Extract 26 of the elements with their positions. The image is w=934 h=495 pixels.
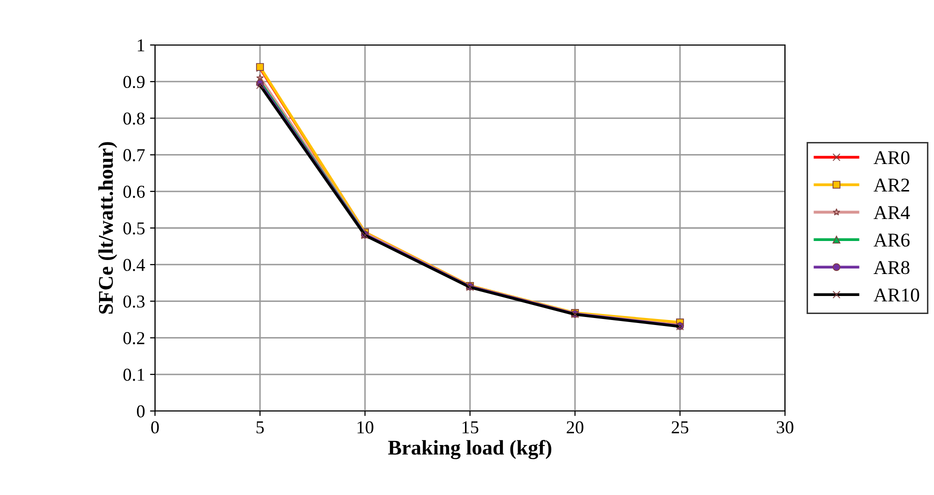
y-axis-title: SFCe (lt/watt.hour) [98, 142, 118, 314]
x-tick-label: 0 [151, 421, 159, 434]
x-tick-label: 5 [256, 421, 264, 434]
y-tick-label: 1 [138, 39, 144, 52]
legend-label: AR2 [874, 178, 910, 192]
x-tick-label: 25 [672, 421, 688, 434]
legend-label: AR0 [874, 151, 910, 164]
y-tick-label: 0.8 [123, 112, 145, 125]
legend-label: AR8 [874, 261, 910, 274]
x-tick-label: 20 [566, 421, 584, 434]
x-axis-title: Braking load (kgf) [388, 440, 552, 460]
legend-label: AR4 [874, 206, 910, 219]
y-tick-label: 0 [136, 405, 145, 418]
y-tick-label: 0.5 [123, 222, 145, 235]
y-tick-label: 0.1 [123, 368, 144, 381]
y-tick-label: 0.4 [123, 258, 145, 272]
y-tick-label: 0.3 [123, 295, 145, 308]
legend-label: AR10 [874, 288, 920, 302]
legend-label: AR6 [874, 234, 910, 247]
y-tick-label: 0.9 [123, 76, 145, 88]
x-tick-label: 10 [358, 421, 374, 434]
x-tick-label: 15 [462, 421, 478, 434]
x-tick-label: 30 [776, 421, 794, 434]
y-tick-label: 0.7 [123, 149, 145, 162]
y-tick-label: 0.6 [123, 186, 145, 198]
y-tick-label: 0.2 [123, 332, 144, 344]
